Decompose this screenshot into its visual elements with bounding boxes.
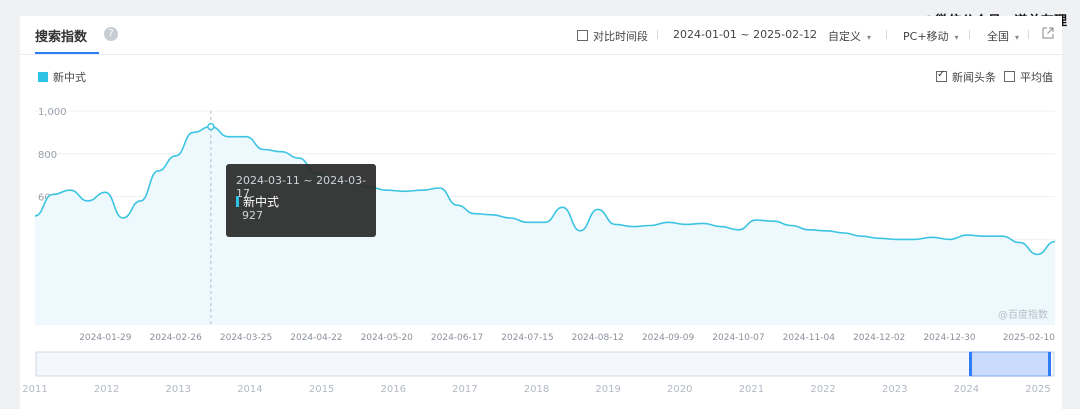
divider: [810, 30, 811, 39]
series-line: [34, 125, 1056, 256]
x-tick-label: 2024-03-25: [220, 333, 272, 343]
external-link-icon[interactable]: [1042, 27, 1054, 39]
series-legend[interactable]: 新中式: [38, 69, 86, 85]
navigator-year-label: 2023: [882, 384, 907, 395]
data-tooltip: 2024-03-11 ~ 2024-03-17 新中式 927: [226, 164, 376, 237]
compare-checkbox[interactable]: [577, 30, 588, 41]
hover-point: [207, 122, 215, 131]
x-tick-label: 2025-02-10: [1003, 333, 1056, 343]
panel-header: 搜索指数 ? 对比时间段 2024-01-01 ~ 2025-02-12 自定义…: [20, 16, 1062, 55]
chevron-down-icon: ▾: [867, 33, 872, 42]
tab-search-index[interactable]: 搜索指数: [35, 30, 88, 45]
average-checkbox[interactable]: [1004, 71, 1015, 82]
x-tick-label: 2024-06-17: [431, 333, 483, 343]
legend-series-label: 新中式: [53, 71, 86, 84]
source-watermark: @百度指数: [998, 310, 1048, 321]
navigator-year-label: 2016: [380, 384, 405, 395]
news-toggle[interactable]: 新闻头条: [936, 69, 996, 85]
active-tab-indicator: [35, 52, 99, 54]
divider: [657, 30, 658, 39]
device-dropdown[interactable]: PC+移动 ▾: [903, 28, 959, 44]
x-tick-label: 2024-12-30: [923, 333, 976, 343]
navigator-year-label: 2018: [524, 384, 549, 395]
device-label: PC+移动: [903, 30, 949, 43]
y-tick-label: 1,000: [38, 107, 67, 118]
navigator-year-label: 2019: [595, 384, 620, 395]
navigator-year-label: 2022: [810, 384, 835, 395]
navigator-handle-right[interactable]: [1048, 352, 1051, 376]
divider: [886, 30, 887, 39]
legend-swatch: [38, 72, 48, 82]
x-tick-label: 2024-09-09: [642, 333, 695, 343]
divider: [969, 30, 970, 39]
search-index-panel: 搜索指数 ? 对比时间段 2024-01-01 ~ 2025-02-12 自定义…: [20, 16, 1062, 409]
compare-label: 对比时间段: [593, 30, 648, 43]
average-label: 平均值: [1020, 71, 1053, 84]
navigator-track[interactable]: [35, 351, 1055, 377]
search-index-chart[interactable]: 2004006008001,000 2024-01-292024-02-2620…: [20, 16, 1062, 409]
tooltip-series-marker: [236, 196, 239, 207]
navigator-year-label: 2012: [94, 384, 119, 395]
custom-label: 自定义: [828, 30, 861, 43]
chevron-down-icon: ▾: [1015, 33, 1020, 42]
navigator-year-label: 2017: [452, 384, 477, 395]
divider: [1028, 30, 1029, 39]
navigator-selection[interactable]: [969, 351, 1051, 377]
y-tick-label: 800: [38, 150, 57, 161]
navigator-year-label: 2014: [237, 384, 262, 395]
tooltip-series-name: 新中式: [243, 195, 280, 209]
series-area: [35, 126, 1055, 325]
news-label: 新闻头条: [952, 71, 996, 84]
x-tick-label: 2024-04-22: [290, 333, 342, 343]
navigator-year-label: 2024: [954, 384, 979, 395]
date-range-picker[interactable]: 2024-01-01 ~ 2025-02-12: [673, 28, 818, 41]
navigator-year-label: 2021: [739, 384, 764, 395]
x-tick-label: 2024-08-12: [572, 333, 624, 343]
tooltip-value: 927: [242, 209, 263, 222]
x-tick-label: 2024-12-02: [853, 333, 905, 343]
navigator-handle-left[interactable]: [969, 352, 972, 376]
navigator-year-label: 2011: [22, 384, 47, 395]
average-toggle[interactable]: 平均值: [1004, 69, 1053, 85]
custom-range-dropdown[interactable]: 自定义 ▾: [828, 28, 871, 44]
navigator-year-label: 2020: [667, 384, 692, 395]
chevron-down-icon: ▾: [954, 33, 959, 42]
x-axis-ticks: 2024-01-29 2024-02-26 2024-03-25 2024-04-22…: [79, 333, 1055, 343]
x-tick-label: 2024-05-20: [361, 333, 414, 343]
navigator-year-label: 2015: [309, 384, 334, 395]
help-icon[interactable]: ?: [104, 27, 118, 41]
news-checkbox[interactable]: [936, 69, 947, 82]
x-tick-label: 2024-02-26: [150, 333, 203, 343]
compare-period-toggle[interactable]: 对比时间段: [577, 28, 648, 44]
region-dropdown[interactable]: 全国 ▾: [987, 28, 1019, 44]
x-tick-label: 2024-10-07: [712, 333, 764, 343]
navigator-year-label: 2013: [166, 384, 191, 395]
tooltip-date-range: 2024-03-11 ~ 2024-03-17: [236, 174, 367, 200]
tooltip-series: 新中式: [236, 193, 279, 210]
x-tick-label: 2024-01-29: [79, 333, 132, 343]
navigator-year-label: 2025: [1025, 384, 1050, 395]
x-tick-label: 2024-07-15: [501, 333, 553, 343]
time-navigator: 2011 2012 2013 2014 2015 2016 2017 2018 2019 2020…: [22, 351, 1055, 395]
region-label: 全国: [987, 30, 1009, 43]
x-tick-label: 2024-11-04: [783, 333, 836, 343]
